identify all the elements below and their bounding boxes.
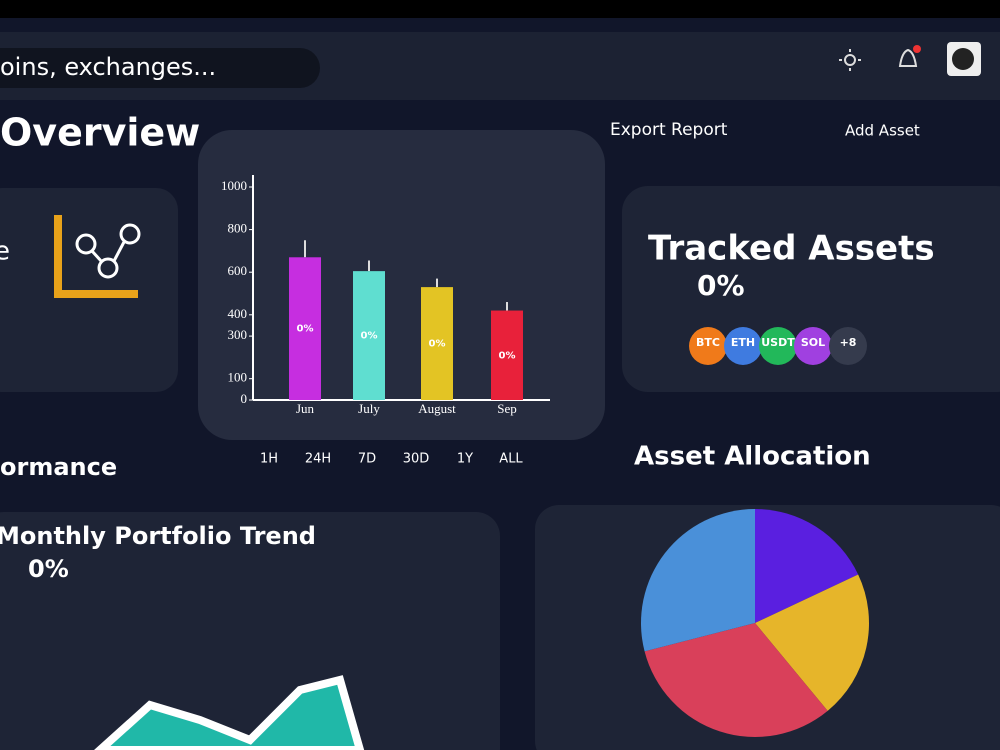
theme-icon[interactable] xyxy=(839,49,861,71)
bar xyxy=(353,271,385,400)
timeframes: 1H 24H 7D 30D 1Y ALL xyxy=(260,452,523,467)
trend-title: Monthly Portfolio Trend xyxy=(0,522,316,550)
asset-chip xyxy=(759,327,797,365)
trend-value: 0% xyxy=(28,555,69,583)
x-tick-label: Jun xyxy=(296,401,315,416)
timeframe-button[interactable]: 24H xyxy=(305,452,331,467)
bar xyxy=(491,310,523,400)
asset-chip-label: SOL xyxy=(801,336,825,349)
pie-slice xyxy=(641,509,755,652)
pie-chart xyxy=(641,509,869,737)
timeframe-button[interactable]: 30D xyxy=(403,452,430,467)
asset-chip xyxy=(724,327,762,365)
top-bezel xyxy=(0,0,1000,18)
y-tick-label: 100 xyxy=(228,370,248,385)
timeframe-button[interactable]: 1Y xyxy=(457,452,473,467)
timeframe-button[interactable]: 1H xyxy=(260,452,278,467)
x-tick-label: July xyxy=(358,401,380,416)
notification-icon[interactable] xyxy=(898,45,921,67)
search-box[interactable] xyxy=(0,48,320,88)
timeframe-button[interactable]: ALL xyxy=(499,452,523,467)
trend-area xyxy=(94,675,365,750)
bar xyxy=(289,257,321,400)
asset-chip-label: USDT xyxy=(761,336,795,349)
allocation-title: Asset Allocation xyxy=(634,442,871,472)
bar-label: 0% xyxy=(499,350,516,361)
add-asset-button[interactable]: Add Asset xyxy=(845,122,920,140)
left-card-label: e xyxy=(0,237,10,267)
bar-label: 0% xyxy=(361,331,378,342)
bar-chart: 0 100 300 400 600 800 1000 0% Jun 0% July 0% August 0… xyxy=(221,175,550,416)
asset-chip xyxy=(689,327,727,365)
bar xyxy=(421,287,453,400)
asset-chip-label: +8 xyxy=(840,336,857,349)
pie-slice xyxy=(755,574,869,711)
pie-slice xyxy=(644,623,828,737)
section-title: ormance xyxy=(0,453,117,481)
y-tick-label: 300 xyxy=(228,327,248,342)
export-button[interactable]: Export Report xyxy=(610,120,728,140)
timeframe-button[interactable]: 7D xyxy=(358,452,376,467)
analytics-icon xyxy=(54,215,141,298)
bar-chart-card xyxy=(198,130,605,440)
x-tick-label: August xyxy=(418,401,456,416)
asset-chips: BTC ETH USDT SOL +8 xyxy=(689,327,867,365)
bar-label: 0% xyxy=(297,324,314,335)
tracked-title: Tracked Assets xyxy=(648,229,935,269)
asset-chip-label: ETH xyxy=(731,336,755,349)
x-tick-label: Sep xyxy=(497,401,517,416)
pie-slice xyxy=(755,509,859,623)
page-title: Overview xyxy=(0,111,200,155)
y-tick-label: 1000 xyxy=(221,178,247,193)
y-tick-label: 0 xyxy=(241,391,248,406)
y-tick-label: 600 xyxy=(228,263,248,278)
y-tick-label: 400 xyxy=(228,306,248,321)
y-tick-label: 800 xyxy=(228,221,248,236)
avatar-face xyxy=(952,48,974,70)
bar-label: 0% xyxy=(429,339,446,350)
search-placeholder: oins, exchanges... xyxy=(0,53,216,81)
trend-card xyxy=(0,512,500,750)
asset-chip xyxy=(829,327,867,365)
asset-chip-label: BTC xyxy=(696,336,720,349)
asset-chip xyxy=(794,327,832,365)
tracked-value: 0% xyxy=(697,269,745,302)
